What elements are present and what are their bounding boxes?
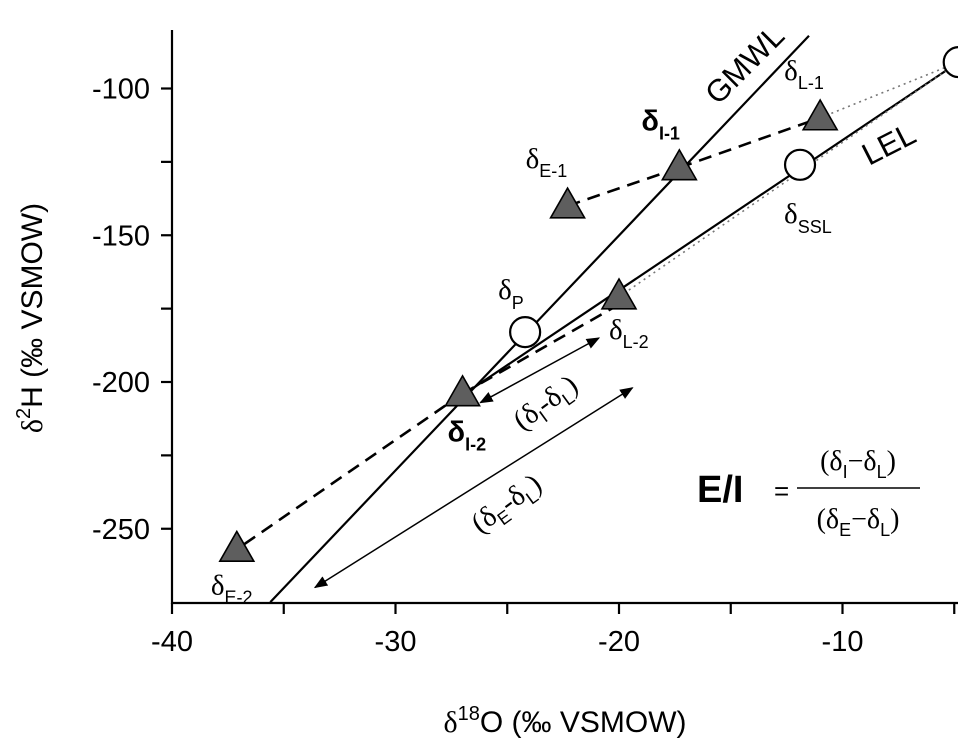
- range-arrows: [313, 337, 634, 589]
- label-ssl: δSSL: [784, 198, 832, 237]
- triangle-point-e-1: [549, 186, 586, 219]
- label-p: δP: [498, 274, 524, 313]
- formula-sub: E: [839, 520, 851, 540]
- label-subscript: E-2: [224, 587, 252, 607]
- series-lines: [236, 34, 958, 603]
- triangle-point-l-1: [801, 98, 839, 131]
- formula-part: ): [890, 504, 899, 535]
- label-delta: δ: [498, 274, 512, 306]
- label-delta: δ: [211, 569, 225, 601]
- triangle-point-e-2: [218, 529, 256, 562]
- y-title-sup: 2: [13, 408, 35, 419]
- x-title-delta: δ: [443, 706, 457, 739]
- line-dashed-7: [236, 392, 464, 551]
- label-l-2: δL-2: [609, 314, 649, 352]
- circle-point-star: [942, 46, 958, 79]
- label-subscript: L-1: [798, 73, 824, 93]
- y-tick-label: -250: [92, 514, 150, 546]
- formula-part: (δ: [817, 504, 840, 535]
- formula-sub: L: [880, 520, 890, 540]
- formula-part: ): [887, 446, 896, 477]
- label-e-1: δE-1: [526, 143, 568, 181]
- label-subscript: I-2: [465, 435, 486, 455]
- data-points: [218, 46, 958, 562]
- label-subscript: E-1: [539, 161, 567, 181]
- y-tick-label: -150: [92, 220, 150, 252]
- formula-part: (δ: [820, 446, 843, 477]
- label-delta: δ: [609, 314, 623, 346]
- line-lel: [459, 61, 958, 398]
- label-delta: δ: [784, 198, 798, 230]
- y-axis-title: δ2H (‰ VSMOW): [13, 203, 49, 433]
- label-e-2: δE-2: [211, 569, 253, 607]
- arrow-label-2: (δE-δL): [465, 468, 550, 543]
- label-delta: δ: [526, 143, 540, 175]
- formula-sub: L: [877, 462, 887, 482]
- label-subscript: I-1: [659, 124, 680, 144]
- line-gmwl: [269, 34, 810, 603]
- label-subscript: P: [512, 293, 524, 313]
- x-title-main: O (‰ VSMOW): [480, 706, 687, 739]
- triangle-point-l-2: [600, 277, 638, 310]
- label-subscript: L-2: [623, 332, 649, 352]
- x-title-sup: 18: [458, 703, 480, 725]
- line-dashed-4: [567, 166, 680, 208]
- x-axis-title: δ18O (‰ VSMOW): [443, 703, 686, 739]
- formula-lhs: E/I: [697, 469, 743, 511]
- label-gmwl: GMWL: [698, 18, 791, 111]
- x-tick-label: -30: [375, 626, 417, 658]
- label-l-1: δL-1: [784, 55, 824, 93]
- line-dotted-3: [819, 61, 958, 119]
- label-delta: δ: [641, 106, 659, 138]
- triangle-point-i-1: [660, 148, 698, 181]
- formula-numerator: (δI−δL): [820, 446, 896, 482]
- x-tick-label: -40: [151, 626, 193, 658]
- ei-formula: E/I =(δI−δL)(δE−δL): [697, 446, 920, 540]
- formula-sub: I: [843, 462, 848, 482]
- line-dashed-5: [678, 116, 821, 169]
- label-delta: δ: [784, 55, 798, 87]
- x-tick-label: -20: [598, 626, 640, 658]
- label-delta: δ: [448, 417, 466, 449]
- label-subscript: SSL: [798, 217, 832, 237]
- formula-part: −δ: [848, 446, 877, 477]
- label-i-2: δI-2: [448, 417, 487, 455]
- formula-denominator: (δE−δL): [817, 504, 900, 540]
- arrow-label-1: (δI-δL): [507, 369, 586, 440]
- y-tick-label: -200: [92, 367, 150, 399]
- y-tick-label: -100: [92, 74, 150, 106]
- x-tick-label: -10: [822, 626, 864, 658]
- range-arrow-2: [313, 387, 634, 589]
- formula-equals: =: [774, 476, 789, 506]
- y-title-delta: δ: [16, 419, 49, 433]
- formula-part: −δ: [851, 504, 880, 535]
- circle-point-p: [509, 316, 542, 349]
- label-i-1: δI-1: [641, 106, 680, 144]
- y-title-main: H (‰ VSMOW): [16, 203, 49, 408]
- arrow-label-part: (δ: [465, 500, 503, 540]
- circle-point-ssl: [783, 148, 817, 181]
- triangle-point-i-2: [444, 374, 481, 407]
